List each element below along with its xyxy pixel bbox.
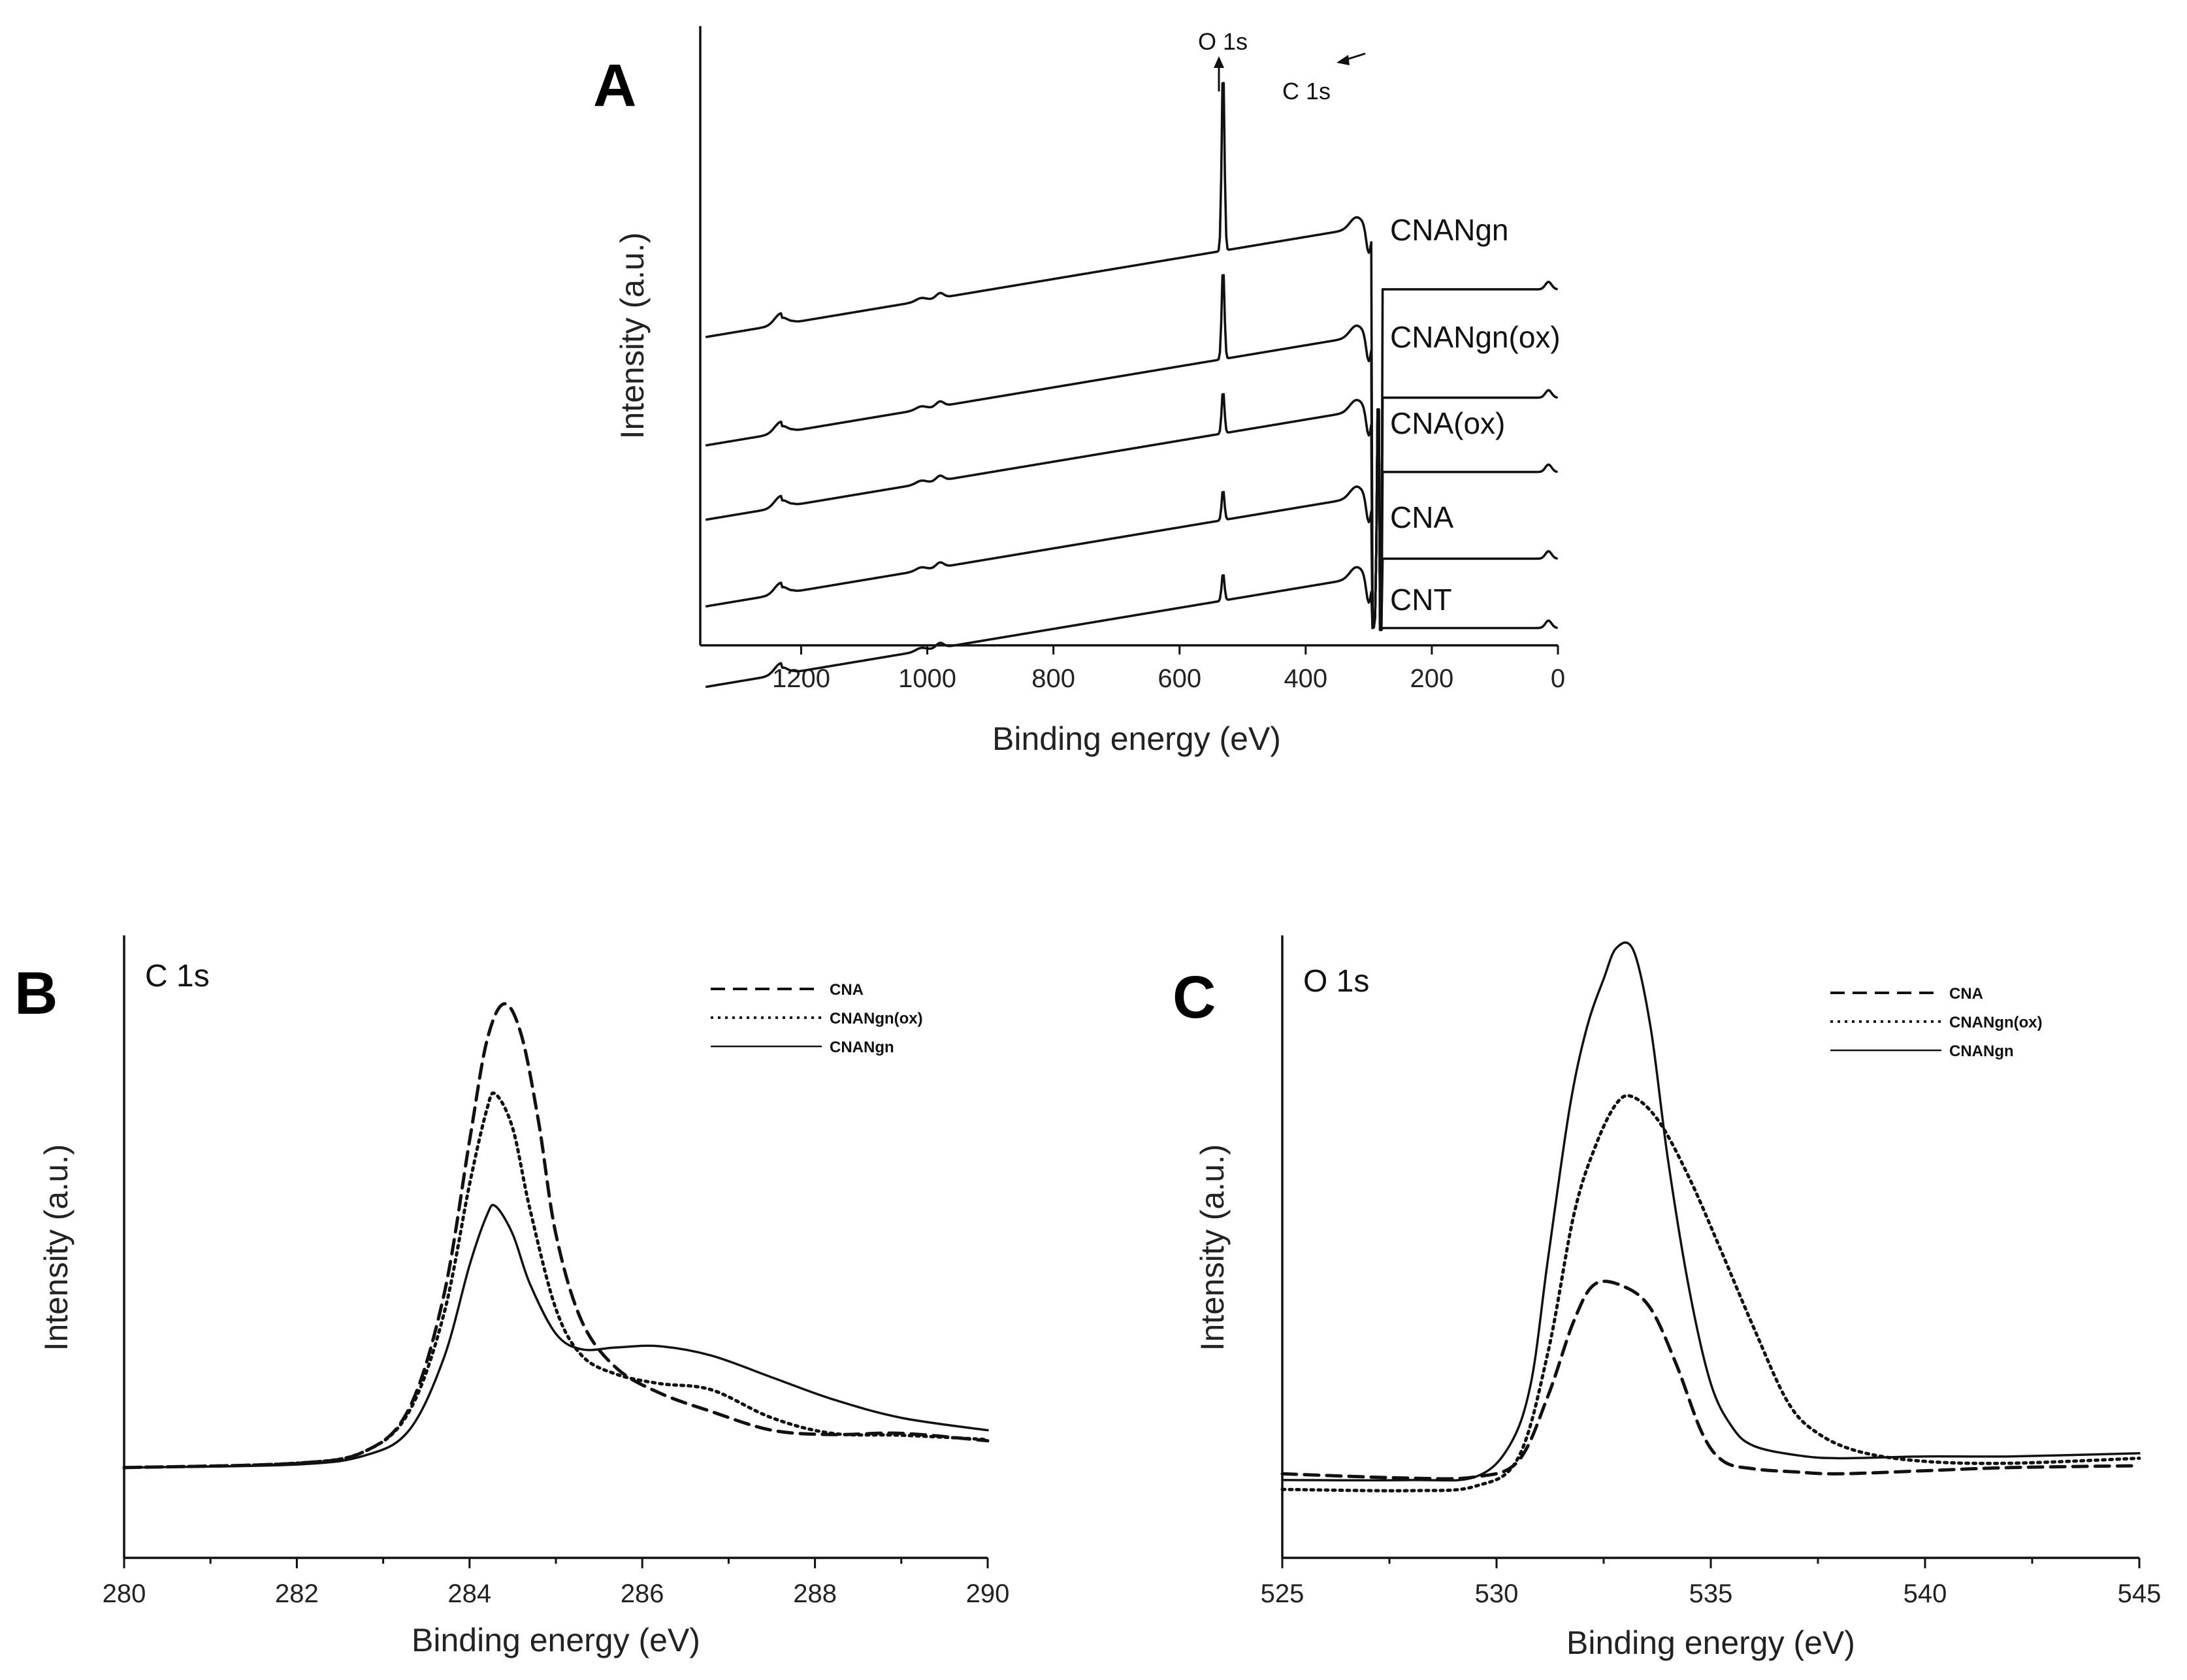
panel-a-letter: A: [593, 52, 636, 119]
panel-b-x-tick-label: 280: [103, 1579, 146, 1608]
annotation-o1s: O 1s: [1198, 28, 1248, 55]
panel-a-y-axis-label: Intensity (a.u.): [614, 233, 651, 440]
panel-c-legend-label: CNANgn: [1949, 1042, 2014, 1060]
panel-c-x-tick-label: 530: [1475, 1579, 1519, 1608]
panel-c-legend-label: CNA: [1949, 985, 1983, 1003]
panel-a-series-label: CNANgn: [1390, 213, 1509, 247]
panel-a-series-cnangn: [705, 82, 1558, 632]
panel-b-x-tick-label: 290: [966, 1579, 1010, 1608]
panel-b-x-tick-label: 284: [447, 1579, 491, 1608]
panel-b-x-tick-label: 282: [275, 1579, 319, 1608]
panel-b-chart: B C 1s 280 282 284 286 288 290 CNA CNANgn(ox) C…: [14, 935, 1009, 1658]
annotation-c1s-arrow-head: [1336, 55, 1350, 65]
panel-c-series-cna: [1280, 1280, 2141, 1481]
panel-a-x-tick-label: 0: [1551, 664, 1565, 693]
panel-c-x-tick-label: 525: [1261, 1579, 1304, 1608]
panel-a-series-cnt: [705, 408, 1558, 688]
panel-b-series-cnangn: [123, 1203, 989, 1469]
panel-b-corner-label: C 1s: [145, 959, 210, 993]
panel-b-x-tick-label: 286: [621, 1579, 664, 1608]
panel-b-x-axis-label: Binding energy (eV): [412, 1622, 700, 1658]
panel-a-x-tick-label: 1000: [898, 664, 956, 693]
panel-a-x-tick-label: 400: [1284, 664, 1327, 693]
panel-c-y-axis-label: Intensity (a.u.): [1194, 1144, 1231, 1351]
panel-a-series-label: CNA: [1390, 500, 1453, 534]
panel-b-legend-label: CNA: [830, 981, 864, 999]
panel-b-legend-label: CNANgn: [830, 1039, 894, 1056]
panel-a-x-tick-label: 600: [1158, 664, 1201, 693]
panel-b-legend-label: CNANgn(ox): [830, 1010, 923, 1027]
panel-b-y-axis-label: Intensity (a.u.): [38, 1144, 74, 1351]
panel-b-series-cnangnox: [122, 1091, 990, 1470]
panel-c-letter: C: [1173, 964, 1216, 1031]
panel-b-letter: B: [14, 960, 57, 1027]
panel-b-x-tick-label: 288: [793, 1579, 837, 1608]
panel-a-series-cnangnox: [705, 274, 1558, 632]
panel-c-x-tick-label: 535: [1689, 1579, 1733, 1608]
panel-c-series-cnangnox: [1280, 1093, 2141, 1493]
panel-a-x-tick-label: 1200: [772, 664, 830, 693]
panel-c-legend-label: CNANgn(ox): [1949, 1014, 2043, 1031]
panel-a-series-label: CNT: [1390, 583, 1452, 617]
panel-c-x-axis-label: Binding energy (eV): [1566, 1624, 1855, 1661]
panel-c-series-cnangn: [1281, 941, 2141, 1482]
panel-a-series-cnaox: [705, 393, 1558, 632]
panel-a-series-cna: [705, 408, 1558, 632]
panel-a-series-label: CNA(ox): [1390, 406, 1505, 440]
panel-a-x-axis-label: Binding energy (eV): [992, 720, 1281, 757]
panel-c-x-tick-label: 540: [1904, 1579, 1947, 1608]
annotation-o1s-arrow-head: [1214, 56, 1224, 68]
panel-c-chart: C O 1s 525 530 535 540 545 CNA CNANgn(ox) CNAN…: [1173, 935, 2161, 1661]
annotation-c1s: C 1s: [1282, 78, 1331, 105]
panel-c-x-tick-label: 545: [2118, 1579, 2162, 1608]
panel-a-x-tick-label: 200: [1410, 664, 1454, 693]
panel-b-series-cna: [122, 1002, 990, 1470]
panel-a-chart: A 1200 1000 800 600 400 200 0 CNANgn CNANgn(ox)…: [593, 26, 1565, 757]
panel-a-x-tick-label: 800: [1031, 664, 1075, 693]
panel-c-corner-label: O 1s: [1303, 964, 1369, 999]
panel-a-series-label: CNANgn(ox): [1390, 320, 1561, 354]
